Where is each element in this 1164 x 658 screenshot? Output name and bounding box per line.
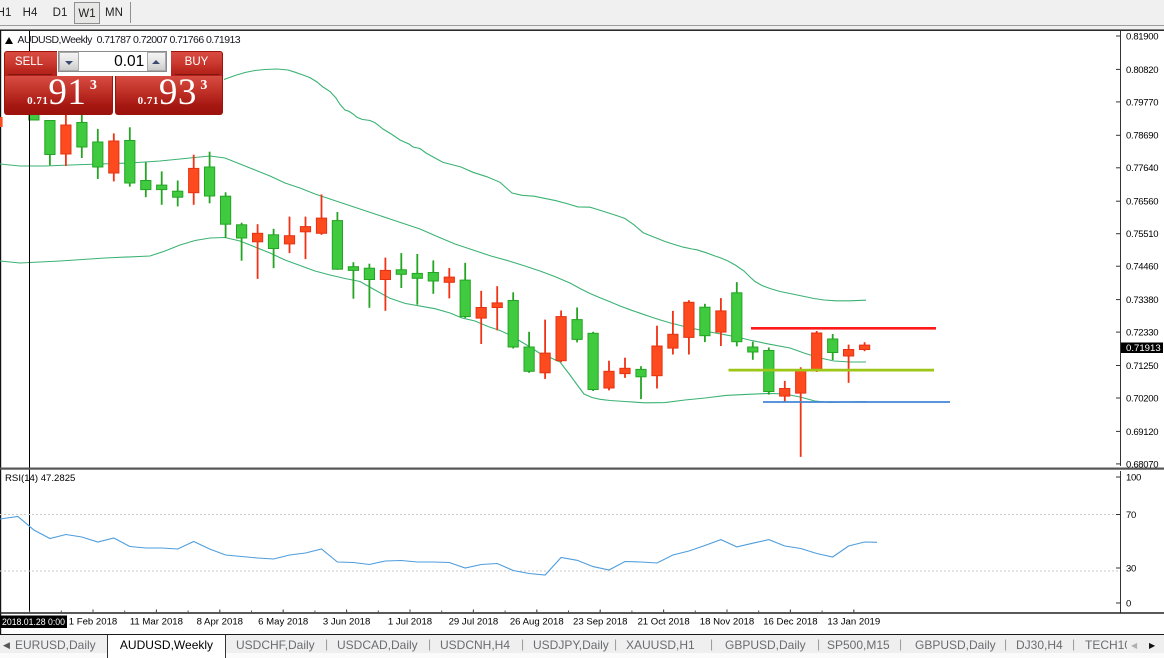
svg-text:0.77640: 0.77640 xyxy=(1126,163,1158,174)
svg-text:RSI(14) 47.2825: RSI(14) 47.2825 xyxy=(5,473,75,484)
svg-text:0: 0 xyxy=(1126,598,1131,609)
svg-text:21 Oct 2018: 21 Oct 2018 xyxy=(637,617,689,628)
svg-text:0.71250: 0.71250 xyxy=(1126,361,1158,372)
svg-text:1 Feb 2018: 1 Feb 2018 xyxy=(69,617,118,628)
svg-text:2018.01.28 0:00: 2018.01.28 0:00 xyxy=(2,617,65,628)
svg-text:16 Dec 2018: 16 Dec 2018 xyxy=(763,617,817,628)
svg-text:0.80820: 0.80820 xyxy=(1126,65,1158,76)
svg-text:26 Aug 2018: 26 Aug 2018 xyxy=(510,617,564,628)
svg-text:0.71913: 0.71913 xyxy=(1126,343,1161,354)
svg-text:0.75510: 0.75510 xyxy=(1126,229,1158,240)
svg-text:0.76560: 0.76560 xyxy=(1126,197,1158,208)
svg-text:8 Apr 2018: 8 Apr 2018 xyxy=(197,617,243,628)
svg-text:1 Jul 2018: 1 Jul 2018 xyxy=(388,617,432,628)
svg-text:0.74460: 0.74460 xyxy=(1126,262,1158,273)
svg-text:100: 100 xyxy=(1126,472,1141,483)
svg-text:0.72330: 0.72330 xyxy=(1126,328,1158,339)
svg-text:0.73380: 0.73380 xyxy=(1126,295,1158,306)
svg-text:0.68070: 0.68070 xyxy=(1126,459,1158,470)
svg-text:18 Nov 2018: 18 Nov 2018 xyxy=(700,617,754,628)
svg-text:13 Jan 2019: 13 Jan 2019 xyxy=(827,617,880,628)
svg-text:0.69120: 0.69120 xyxy=(1126,427,1158,438)
svg-text:0.78690: 0.78690 xyxy=(1126,131,1158,142)
svg-text:0.81900: 0.81900 xyxy=(1126,31,1158,42)
svg-text:29 Jul 2018: 29 Jul 2018 xyxy=(449,617,499,628)
svg-text:23 Sep 2018: 23 Sep 2018 xyxy=(573,617,627,628)
svg-text:6 May 2018: 6 May 2018 xyxy=(258,617,308,628)
svg-text:11 Mar 2018: 11 Mar 2018 xyxy=(130,617,183,628)
svg-text:3 Jun 2018: 3 Jun 2018 xyxy=(323,617,370,628)
svg-text:0.79770: 0.79770 xyxy=(1126,97,1158,108)
svg-text:0.70200: 0.70200 xyxy=(1126,393,1158,404)
svg-text:30: 30 xyxy=(1126,563,1136,574)
svg-text:70: 70 xyxy=(1126,510,1136,521)
